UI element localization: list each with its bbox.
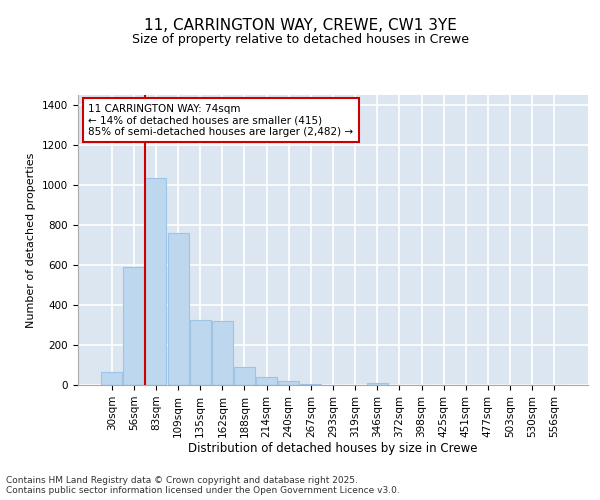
Bar (234, 367, 255, 385)
Text: 11, CARRINGTON WAY, CREWE, CW1 3YE: 11, CARRINGTON WAY, CREWE, CW1 3YE (143, 18, 457, 32)
Y-axis label: Number of detached properties: Number of detached properties (26, 152, 37, 328)
Bar (167, 233, 188, 385)
Bar (301, 384, 322, 385)
Bar (278, 381, 299, 385)
X-axis label: Distribution of detached houses by size in Crewe: Distribution of detached houses by size … (188, 442, 478, 456)
Bar (145, 178, 166, 385)
Text: Size of property relative to detached houses in Crewe: Size of property relative to detached ho… (131, 32, 469, 46)
Bar (367, 382, 388, 385)
Bar (124, 267, 145, 385)
Text: Contains HM Land Registry data © Crown copyright and database right 2025.
Contai: Contains HM Land Registry data © Crown c… (6, 476, 400, 495)
Text: 11 CARRINGTON WAY: 74sqm
← 14% of detached houses are smaller (415)
85% of semi-: 11 CARRINGTON WAY: 74sqm ← 14% of detach… (88, 104, 353, 137)
Bar (212, 321, 233, 385)
Bar (101, 372, 122, 385)
Bar (256, 377, 277, 385)
Bar (190, 320, 211, 385)
